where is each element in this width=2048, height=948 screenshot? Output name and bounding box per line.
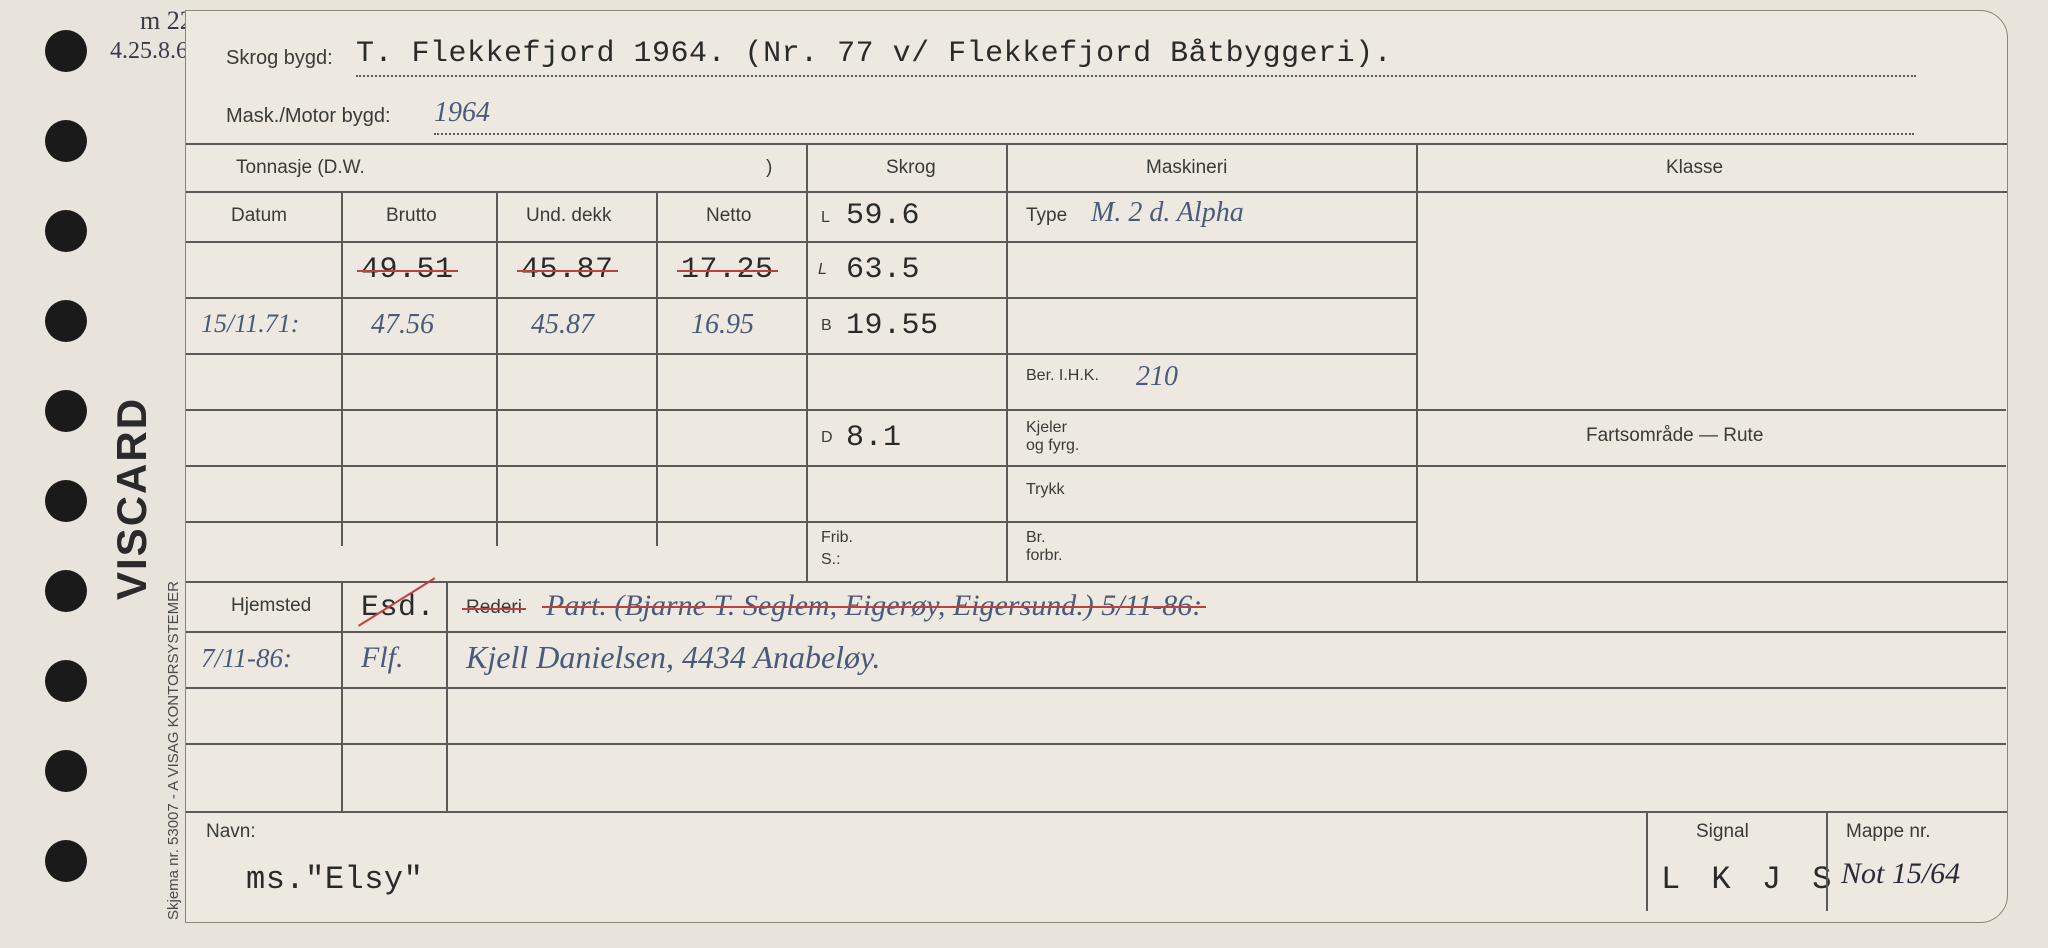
row-4: D 8.1 Kjeler og fyrg. Fartsområde — Rute (186, 409, 2007, 465)
hjemsted-row-2: 7/11-86: Flf. Kjell Danielsen, 4434 Anab… (186, 631, 2007, 687)
row-6: Frib. S.: Br. forbr. (186, 521, 2007, 581)
col-netto: Netto (706, 205, 751, 227)
hole (45, 120, 87, 162)
viscard-logo: VISCARD (108, 397, 156, 600)
signal-value: L K J S (1661, 861, 1837, 898)
hjemsted-port-2: Flf. (361, 641, 404, 675)
row-3: Ber. I.H.K. 210 (186, 353, 2007, 409)
mask-type-label: Type (1026, 205, 1067, 227)
tonnasje-close: ) (766, 157, 772, 179)
side-text-1: Skjema nr. 53007 - A VISAG KONTORSYSTEME… (165, 581, 182, 920)
section-headers: Tonnasje (D.W. ) Skrog Maskineri Klasse (186, 143, 2007, 191)
r2-datum: 15/11.71: (201, 309, 299, 339)
skrog-Lpp-label: L (818, 261, 827, 279)
col-datum: Datum (231, 205, 287, 227)
rederi-label: Rederi (466, 597, 522, 619)
header-row-skrog: Skrog bygd: T. Flekkefjord 1964. (Nr. 77… (186, 19, 2007, 83)
hole (45, 480, 87, 522)
r1-brutto: 49.51 (361, 253, 454, 287)
row-5: Trykk (186, 465, 2007, 521)
skrog-label: Skrog (886, 157, 936, 179)
skrog-D-value: 8.1 (846, 421, 902, 455)
maskineri-label: Maskineri (1146, 157, 1227, 179)
r1-und: 45.87 (521, 253, 614, 287)
motor-bygd-value: 1964 (434, 97, 1914, 135)
mask-ihk-label: Ber. I.H.K. (1026, 367, 1099, 385)
hjemsted-port-1: Esd. (361, 591, 435, 625)
mappe-value: Not 15/64 (1841, 857, 1960, 891)
mask-type-value: M. 2 d. Alpha (1091, 197, 1244, 229)
vline (446, 581, 448, 811)
col-brutto: Brutto (386, 205, 437, 227)
r2-und: 45.87 (531, 309, 594, 341)
hole (45, 750, 87, 792)
vline (341, 581, 343, 811)
hole (45, 30, 87, 72)
hjemsted-header: Hjemsted Esd. Rederi Part. (Bjarne T. Se… (186, 581, 2007, 631)
punch-holes (45, 30, 105, 910)
tonnasje-col-headers: Datum Brutto Und. dekk Netto L 59.6 Type… (186, 191, 2007, 241)
skrog-B-label: B (821, 317, 832, 335)
mask-ihk-value: 210 (1136, 361, 1178, 393)
navn-value: ms."Elsy" (246, 861, 423, 898)
skrog-L-value: 59.6 (846, 199, 920, 233)
skrog-bygd-label: Skrog bygd: (226, 47, 333, 70)
farts-label: Fartsområde — Rute (1586, 425, 1763, 447)
hline (186, 743, 2006, 745)
skrog-frib-label: Frib. (821, 529, 853, 547)
index-card: Skrog bygd: T. Flekkefjord 1964. (Nr. 77… (185, 10, 2008, 923)
r2-brutto: 47.56 (371, 309, 434, 341)
hole (45, 570, 87, 612)
skrog-S-label: S.: (821, 551, 841, 569)
page-root: m 22-5-64. f. 14.1.64 4.25.8.64 VISCARD … (0, 0, 2048, 948)
skrog-Lpp-value: 63.5 (846, 253, 920, 287)
hole (45, 210, 87, 252)
hole (45, 840, 87, 882)
navn-label: Navn: (206, 821, 256, 843)
col-und: Und. dekk (526, 205, 612, 227)
mask-trykk-label: Trykk (1026, 481, 1065, 499)
mappe-label: Mappe nr. (1846, 821, 1931, 843)
hjemsted-date-2: 7/11-86: (201, 643, 292, 674)
skrog-D-label: D (821, 429, 833, 447)
r2-netto: 16.95 (691, 309, 754, 341)
hjemsted-text-1: Part. (Bjarne T. Seglem, Eigerøy, Eigers… (546, 589, 1202, 623)
mask-br-label: Br. forbr. (1026, 529, 1062, 564)
mask-kjeler-label: Kjeler og fyrg. (1026, 419, 1079, 454)
r1-netto: 17.25 (681, 253, 774, 287)
skrog-B-value: 19.55 (846, 309, 939, 343)
hjemsted-text-2: Kjell Danielsen, 4434 Anabeløy. (466, 639, 880, 676)
header-row-motor: Mask./Motor bygd: 1964 (186, 83, 2007, 141)
tonnasje-label: Tonnasje (D.W. (236, 157, 365, 179)
motor-bygd-label: Mask./Motor bygd: (226, 105, 391, 128)
vline (1646, 811, 1648, 911)
signal-label: Signal (1696, 821, 1749, 843)
skrog-bygd-value: T. Flekkefjord 1964. (Nr. 77 v/ Flekkefj… (356, 37, 1916, 77)
hline (186, 687, 2006, 689)
hole (45, 300, 87, 342)
tonnasje-row-1: 49.51 45.87 17.25 L 63.5 (186, 241, 2007, 297)
hole (45, 390, 87, 432)
vline (1826, 811, 1828, 911)
skrog-L-label: L (821, 209, 830, 227)
tonnasje-row-2: 15/11.71: 47.56 45.87 16.95 B 19.55 (186, 297, 2007, 353)
footer-row: Navn: ms."Elsy" Signal L K J S Mappe nr.… (186, 811, 2007, 911)
klasse-label: Klasse (1666, 157, 1723, 179)
hjemsted-label: Hjemsted (231, 595, 311, 617)
hole (45, 660, 87, 702)
